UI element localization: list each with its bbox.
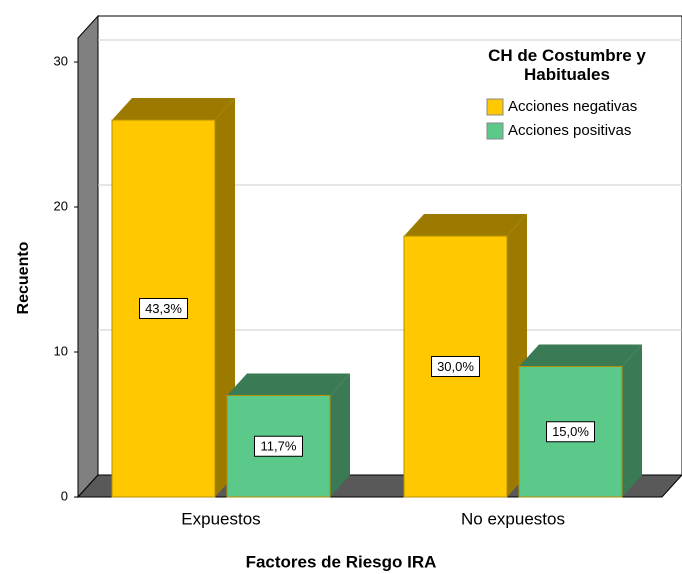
legend-label: Acciones negativas: [508, 98, 637, 115]
y-tick-label: 10: [54, 343, 68, 358]
bar: [403, 214, 527, 498]
legend-title: CH de Costumbre y Habituales: [488, 46, 646, 84]
x-tick-label: Expuestos: [181, 509, 260, 528]
y-tick-label: 30: [54, 53, 68, 68]
side-wall: [77, 14, 99, 499]
y-tick-label: 20: [54, 198, 68, 213]
data-label: 11,7%: [261, 439, 297, 454]
bar: [226, 373, 350, 498]
data-label-box: [546, 421, 595, 443]
bar-side: [330, 373, 350, 497]
data-label-box: [139, 298, 188, 319]
data-label-box: [431, 356, 480, 377]
y-tick-label: 0: [61, 488, 68, 503]
bar-top: [112, 98, 235, 120]
y-axis-label: Recuento: [15, 241, 32, 314]
bar: [518, 344, 642, 498]
legend-swatch: [486, 122, 504, 140]
legend-swatch: [486, 98, 504, 116]
bar-top: [227, 373, 350, 396]
data-label: 30,0%: [437, 359, 474, 374]
bar-top: [404, 214, 527, 236]
data-label-box: [254, 435, 303, 457]
data-label: 43,3%: [145, 301, 182, 316]
data-label: 15,0%: [552, 424, 589, 439]
bar-top: [519, 344, 642, 367]
bar: [111, 98, 235, 498]
bar-side: [622, 344, 642, 497]
x-tick-label: No expuestos: [461, 509, 565, 528]
legend-label: Acciones positivas: [508, 122, 631, 139]
x-axis-label: Factores de Riesgo IRA: [246, 552, 437, 571]
